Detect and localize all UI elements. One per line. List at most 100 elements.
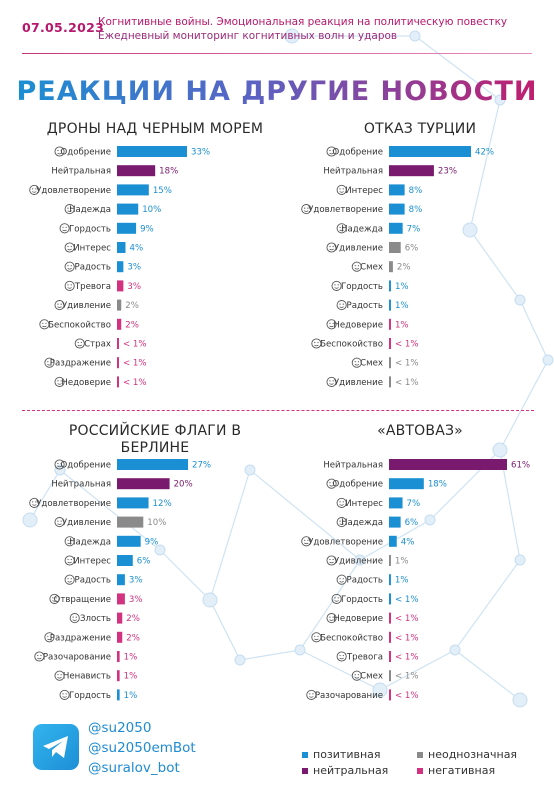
bar-row: Надежда 10% xyxy=(64,203,161,215)
bar xyxy=(117,516,144,528)
category-label: Смех xyxy=(360,672,383,682)
bar-row: Ненависть 1% xyxy=(54,670,138,682)
surprise-face-icon xyxy=(326,376,337,387)
value-label: 6% xyxy=(405,244,419,254)
bar xyxy=(117,574,125,586)
value-label: 7% xyxy=(407,499,421,509)
category-label: Недоверие xyxy=(61,378,111,388)
value-label: 2% xyxy=(397,263,411,273)
legend-negative: негативная xyxy=(417,764,495,777)
category-label: Надежда xyxy=(69,537,111,547)
bar-row: Смех < 1% xyxy=(351,357,419,369)
bar xyxy=(389,535,397,547)
bar xyxy=(389,261,393,273)
bar xyxy=(389,555,391,566)
bar xyxy=(117,318,122,330)
anger-face-icon xyxy=(69,613,80,624)
bar-row: Разочарование < 1% xyxy=(306,689,419,701)
bar xyxy=(389,516,401,528)
bar-row: Надежда 6% xyxy=(336,516,418,528)
distrust-face-icon xyxy=(54,376,65,387)
value-label: < 1% xyxy=(123,378,147,388)
category-label: Надежда xyxy=(341,224,383,234)
joy-face-icon xyxy=(64,261,75,272)
legend-ambiguous: неоднозначная xyxy=(417,748,517,761)
category-label: Раздражение xyxy=(50,359,111,369)
trophy-icon xyxy=(331,593,342,604)
value-label: < 1% xyxy=(123,359,147,369)
bar xyxy=(117,689,120,701)
category-label: Беспокойство xyxy=(320,340,383,350)
trophy-icon xyxy=(331,280,342,291)
telegram-logo-icon[interactable] xyxy=(33,724,79,770)
worry-face-icon xyxy=(311,632,322,643)
bar xyxy=(117,376,119,388)
value-label: 18% xyxy=(428,480,447,490)
bar-row: Удивление < 1% xyxy=(326,376,419,388)
bar xyxy=(117,280,124,292)
thumbs-up-icon xyxy=(326,478,337,489)
bar xyxy=(117,612,123,624)
surprise-face-icon xyxy=(326,555,337,566)
category-label: Нейтральная xyxy=(51,167,111,177)
category-label: Удовлетворение xyxy=(36,499,111,509)
category-label: Радость xyxy=(75,576,111,586)
bar xyxy=(389,459,507,470)
bar-row: Удовлетворение 4% xyxy=(301,535,414,547)
category-label: Удивление xyxy=(334,557,383,567)
bar-row: Разочарование 1% xyxy=(34,651,137,663)
bar-row: Недоверие < 1% xyxy=(326,612,419,624)
joy-face-icon xyxy=(64,574,75,585)
value-label: 20% xyxy=(174,480,193,490)
bar-row: Интерес 8% xyxy=(336,184,422,196)
legend-swatch-neutral xyxy=(302,768,308,774)
category-label: Злость xyxy=(80,614,111,624)
bar-row: Нейтральная 20% xyxy=(51,478,193,490)
satisfied-face-icon xyxy=(301,204,312,215)
value-label: 27% xyxy=(192,461,211,471)
bar xyxy=(117,261,124,273)
report-date: 07.05.2023 xyxy=(22,20,105,35)
bar-row: Интерес 4% xyxy=(64,242,143,254)
value-label: 33% xyxy=(191,148,210,158)
bar xyxy=(117,222,137,234)
category-label: Радость xyxy=(347,301,383,311)
value-label: 1% xyxy=(395,557,409,567)
category-label: Удовлетворение xyxy=(308,537,383,547)
joy-face-icon xyxy=(336,574,347,585)
bar xyxy=(389,497,403,509)
category-label: Гордость xyxy=(69,691,111,701)
value-label: 2% xyxy=(125,320,139,330)
category-label: Радость xyxy=(347,576,383,586)
disappointed-face-icon xyxy=(306,689,317,700)
bar-row: Смех < 1% xyxy=(351,670,419,682)
bar xyxy=(389,242,401,253)
category-label: Нейтральная xyxy=(323,167,383,177)
value-label: 4% xyxy=(129,244,143,254)
satisfied-face-icon xyxy=(29,184,40,195)
value-label: 12% xyxy=(153,499,172,509)
bar xyxy=(389,357,391,369)
value-label: 2% xyxy=(126,614,140,624)
bar xyxy=(117,651,120,662)
laugh-face-icon xyxy=(351,261,362,272)
bar xyxy=(389,222,403,234)
value-label: 1% xyxy=(395,301,409,311)
category-label: Интерес xyxy=(73,557,111,567)
bar xyxy=(389,631,391,643)
bar xyxy=(389,670,391,682)
channel-handle-link[interactable]: @su2050 xyxy=(88,720,152,736)
interest-icon xyxy=(336,497,347,508)
value-label: 23% xyxy=(438,167,457,177)
category-label: Недоверие xyxy=(333,614,383,624)
bot-handle-link-2[interactable]: @suralov_bot xyxy=(88,760,180,776)
value-label: 10% xyxy=(147,518,166,528)
bot-handle-link[interactable]: @su2050emBot xyxy=(88,740,196,756)
value-label: 2% xyxy=(125,301,139,311)
category-label: Беспокойство xyxy=(320,633,383,643)
chart-title-turkey: ОТКАЗ ТУРЦИИ xyxy=(363,121,477,137)
value-label: 1% xyxy=(124,672,138,682)
value-label: 6% xyxy=(137,557,151,567)
bar-row: Удовлетворение 12% xyxy=(29,497,172,509)
bar-row: Интерес 7% xyxy=(336,497,421,509)
